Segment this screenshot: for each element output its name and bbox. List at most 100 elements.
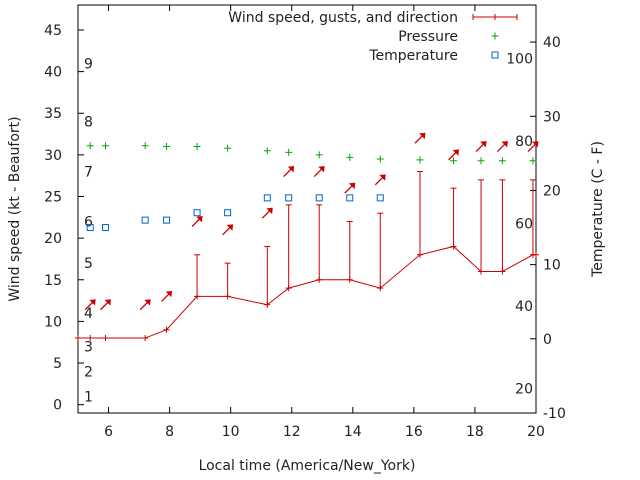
wind-direction-arrowhead: [452, 149, 460, 156]
tick-marks: [78, 5, 537, 414]
pressure-point: [101, 142, 109, 150]
wind-direction-arrowhead: [480, 141, 487, 148]
wind-direction-arrowhead: [501, 141, 508, 148]
wind-direction-arrowhead: [144, 299, 151, 306]
pressure-point: [193, 143, 201, 151]
fahrenheit-label: 40: [515, 299, 533, 315]
y-left-tick-label: 0: [53, 398, 62, 414]
legend-swatch-marker: [491, 51, 499, 59]
wind-direction-arrowhead: [419, 132, 426, 140]
temperature-point: [86, 224, 94, 232]
pressure-series: [86, 142, 537, 165]
legend-label: Pressure: [398, 29, 458, 45]
temperature-point: [101, 224, 109, 232]
beaufort-label: 2: [84, 364, 93, 380]
legend-label: Wind speed, gusts, and direction: [228, 10, 458, 26]
legend-swatch-marker: [491, 32, 499, 40]
temperature-point: [193, 209, 201, 217]
x-tick-label: 8: [165, 424, 174, 440]
pressure-point: [224, 144, 232, 152]
x-tick-label: 10: [222, 424, 240, 440]
plot-frame: [77, 4, 537, 414]
wind-speed-point: [533, 251, 539, 258]
wind-direction-arrowhead: [266, 207, 273, 215]
x-tick-label: 12: [283, 424, 301, 440]
pressure-point: [141, 142, 149, 150]
wind-direction-arrowhead: [348, 182, 356, 190]
y-left-tick-label: 5: [53, 356, 62, 372]
x-tick-label: 6: [104, 424, 113, 440]
temperature-point: [263, 194, 271, 202]
beaufort-label: 1: [84, 389, 93, 405]
y-right-tick-label: 30: [543, 109, 561, 125]
beaufort-label: 9: [84, 56, 93, 72]
x-tick-label: 14: [344, 424, 362, 440]
pressure-point: [498, 157, 506, 165]
y-right-tick-label: 40: [543, 35, 561, 51]
beaufort-label: 6: [84, 214, 93, 230]
y-left-tick-label: 15: [44, 273, 62, 289]
pressure-point: [163, 143, 171, 151]
temperature-point: [141, 216, 149, 224]
y-axis-label-left: Wind speed (kt - Beaufort): [7, 116, 23, 301]
pressure-point: [346, 153, 354, 161]
temperature-point: [376, 194, 384, 202]
x-tick-label: 16: [405, 424, 423, 440]
legend-label: Temperature: [368, 48, 458, 64]
wind-direction-arrowhead: [89, 299, 96, 306]
wind-speed-line: [78, 245, 536, 339]
y-right-tick-labels: -10 0 10 20 30 40: [543, 35, 566, 422]
wind-speed-point: [142, 335, 149, 342]
y-right-tick-label: 20: [543, 183, 561, 199]
wind-direction-arrows: [84, 132, 539, 311]
beaufort-label: 4: [84, 306, 93, 322]
y-left-tick-label: 35: [44, 106, 62, 122]
wind-series: [75, 171, 539, 342]
wind-direction-arrowhead: [196, 216, 203, 223]
y-right-tick-label: -10: [543, 406, 566, 422]
y-right-tick-label: 10: [543, 258, 561, 274]
temperature-series: [86, 194, 384, 232]
pressure-point: [376, 155, 384, 163]
fahrenheit-label: 20: [515, 381, 533, 397]
x-tick-label: 18: [466, 424, 484, 440]
beaufort-label: 3: [84, 339, 93, 355]
wind-direction-arrowhead: [379, 174, 386, 181]
wind-direction-arrowhead: [104, 299, 111, 306]
wind-speed-point: [87, 335, 94, 342]
wind-direction-arrowhead: [287, 166, 295, 173]
fahrenheit-labels: 20 40 60 80 100: [506, 52, 533, 398]
pressure-point: [450, 157, 458, 165]
pressure-point: [416, 156, 424, 164]
beaufort-label: 8: [84, 115, 93, 131]
temperature-point: [285, 194, 293, 202]
x-tick-label: 20: [527, 424, 545, 440]
legend: Wind speed, gusts, and direction Pressure…: [228, 10, 518, 64]
fahrenheit-label: 100: [506, 52, 533, 68]
temperature-point: [224, 209, 232, 217]
pressure-point: [315, 151, 323, 159]
y-left-tick-labels: 0 5 10 15 20 25 30 35 40 45: [44, 23, 62, 414]
beaufort-label: 5: [84, 256, 93, 272]
wind-direction-arrowhead: [165, 290, 172, 298]
wind-speed-point: [102, 335, 109, 342]
temperature-point: [346, 194, 354, 202]
wind-direction-arrowhead: [532, 141, 539, 148]
y-left-tick-label: 10: [44, 314, 62, 330]
wind-speed-point: [163, 326, 170, 333]
pressure-point: [86, 142, 94, 150]
pressure-point: [285, 148, 293, 156]
pressure-point: [263, 147, 271, 155]
x-tick-labels: 6 8 10 12 14 16 18 20: [104, 424, 545, 440]
y-left-tick-label: 20: [44, 231, 62, 247]
y-right-tick-label: 0: [543, 332, 552, 348]
y-axis-label-right: Temperature (C - F): [590, 141, 606, 278]
wind-direction-arrowhead: [318, 166, 325, 173]
fahrenheit-label: 80: [515, 134, 533, 150]
temperature-point: [315, 194, 323, 202]
y-left-tick-label: 25: [44, 190, 62, 206]
wind-speed-point: [75, 335, 81, 342]
temperature-point: [163, 216, 171, 224]
pressure-point: [529, 157, 537, 165]
